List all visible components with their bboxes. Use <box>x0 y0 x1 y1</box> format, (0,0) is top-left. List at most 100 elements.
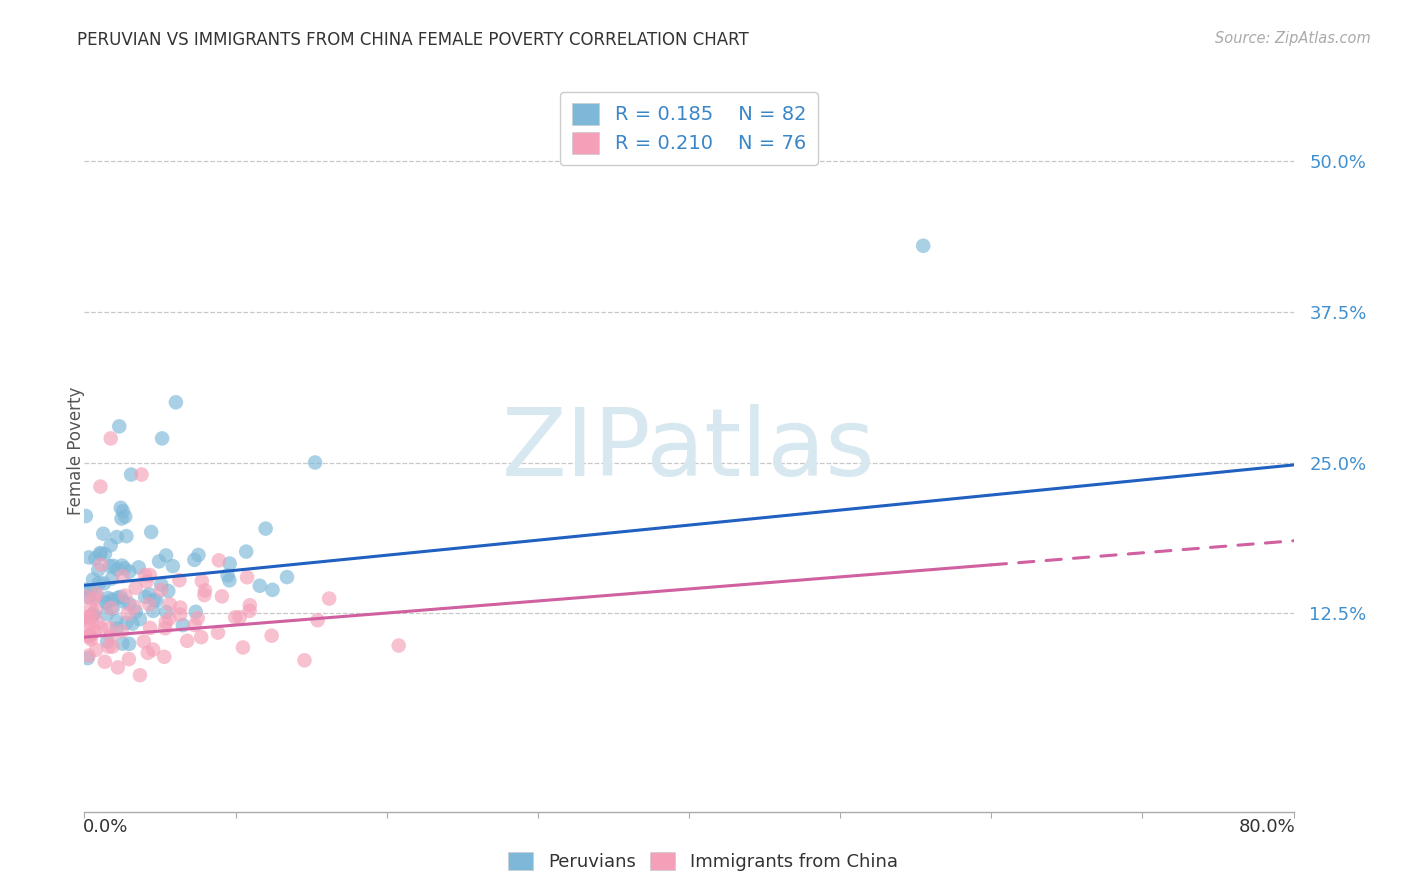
Point <box>89 480 111 494</box>
Point <box>107 591 129 605</box>
Y-axis label: Female Poverty: Female Poverty <box>67 386 84 515</box>
Point <box>224 610 246 624</box>
Point <box>142 604 165 618</box>
Point <box>84 551 107 566</box>
Point <box>135 574 157 589</box>
Text: 80.0%: 80.0% <box>1239 818 1295 836</box>
Point <box>169 573 191 587</box>
Point <box>79 630 101 644</box>
Point <box>124 599 146 614</box>
Point <box>121 616 143 631</box>
Point <box>187 548 209 562</box>
Point <box>120 467 142 482</box>
Point <box>249 579 271 593</box>
Point <box>318 591 340 606</box>
Point <box>77 550 100 565</box>
Point <box>138 587 160 601</box>
Point <box>100 538 122 552</box>
Point <box>76 610 98 624</box>
Point <box>190 630 212 644</box>
Point <box>97 640 120 654</box>
Point <box>118 637 141 651</box>
Point <box>76 619 98 633</box>
Point <box>254 522 277 536</box>
Point <box>108 419 131 434</box>
Point <box>84 603 107 617</box>
Point <box>80 600 103 615</box>
Point <box>77 615 100 629</box>
Point <box>84 642 107 657</box>
Point <box>169 607 191 622</box>
Point <box>97 591 120 605</box>
Point <box>115 529 138 543</box>
Point <box>138 597 160 611</box>
Point <box>142 592 165 607</box>
Point <box>77 648 100 663</box>
Point <box>134 590 156 604</box>
Point <box>82 573 104 587</box>
Point <box>260 629 283 643</box>
Point <box>82 607 104 621</box>
Point <box>86 587 108 601</box>
Point <box>103 558 125 573</box>
Point <box>236 570 259 584</box>
Point <box>132 634 155 648</box>
Point <box>194 583 217 598</box>
Point <box>75 582 97 597</box>
Point <box>262 582 284 597</box>
Point <box>110 590 132 604</box>
Point <box>184 618 207 632</box>
Point <box>153 649 176 664</box>
Point <box>229 610 252 624</box>
Point <box>155 549 177 563</box>
Point <box>139 568 162 582</box>
Point <box>84 624 107 638</box>
Point <box>125 605 148 619</box>
Point <box>111 504 134 518</box>
Text: PERUVIAN VS IMMIGRANTS FROM CHINA FEMALE POVERTY CORRELATION CHART: PERUVIAN VS IMMIGRANTS FROM CHINA FEMALE… <box>77 31 749 49</box>
Point <box>142 642 165 657</box>
Point <box>83 592 105 607</box>
Point <box>75 508 97 523</box>
Point <box>169 600 191 615</box>
Point <box>114 561 136 575</box>
Point <box>141 524 163 539</box>
Point <box>90 547 112 561</box>
Point <box>80 632 103 647</box>
Legend: Peruvians, Immigrants from China: Peruvians, Immigrants from China <box>501 845 905 879</box>
Point <box>193 588 215 602</box>
Point <box>77 591 100 605</box>
Text: 0.0%: 0.0% <box>83 818 128 836</box>
Point <box>124 581 146 595</box>
Point <box>307 613 329 627</box>
Point <box>145 593 167 607</box>
Point <box>239 604 262 618</box>
Text: ZIPatlas: ZIPatlas <box>502 404 876 497</box>
Point <box>388 639 411 653</box>
Point <box>114 509 136 524</box>
Point <box>80 610 103 624</box>
Point <box>110 500 132 515</box>
Point <box>176 633 198 648</box>
Point <box>155 605 177 619</box>
Point <box>183 553 205 567</box>
Point <box>162 559 184 574</box>
Point <box>118 597 141 611</box>
Point <box>94 547 117 561</box>
Point <box>91 526 114 541</box>
Point <box>207 625 229 640</box>
Point <box>94 595 117 609</box>
Point <box>150 432 173 446</box>
Point <box>96 634 118 648</box>
Point <box>232 640 254 655</box>
Point <box>118 565 141 579</box>
Point <box>75 590 97 604</box>
Point <box>101 640 124 654</box>
Point <box>114 589 136 603</box>
Point <box>76 651 98 665</box>
Point <box>100 629 122 643</box>
Point <box>98 621 121 635</box>
Text: Source: ZipAtlas.com: Source: ZipAtlas.com <box>1215 31 1371 46</box>
Point <box>100 432 122 446</box>
Point <box>112 594 135 608</box>
